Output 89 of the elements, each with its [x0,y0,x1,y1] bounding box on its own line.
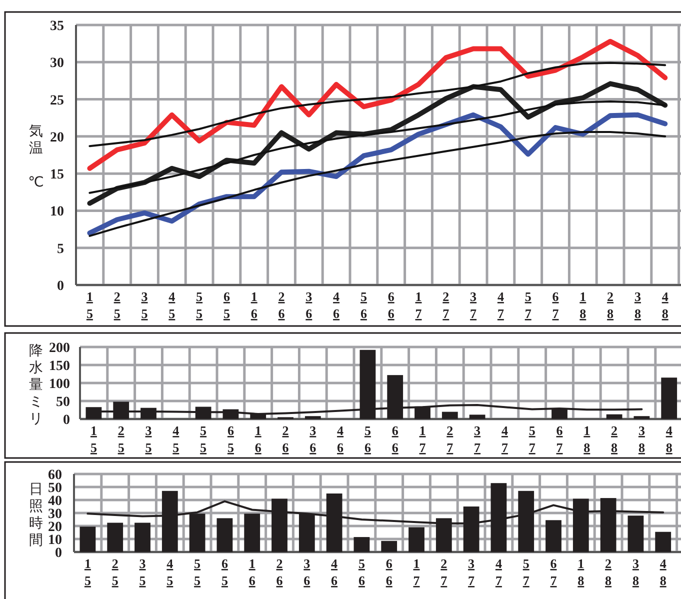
x-tick-label: 2 8 [607,289,614,321]
x-tick-label: 6 6 [392,423,399,455]
x-tick-label: 1 8 [584,423,591,455]
y-tick-label: 10 [50,204,64,220]
x-tick-label: 5 7 [524,289,532,321]
x-tick-label: 3 6 [310,423,317,455]
x-tick-label: 6 6 [386,556,393,588]
y-tick-label: 10 [48,533,62,548]
x-tick-label: 4 6 [331,556,338,588]
x-tick-label: 2 7 [440,556,448,588]
x-tick-label: 6 5 [223,289,230,321]
x-tick-label: 2 7 [446,423,454,455]
x-tick-label: 5 5 [200,423,208,455]
y-tick-label: 20 [48,520,62,535]
x-tick-label: 1 5 [86,289,94,321]
x-tick-label: 6 5 [227,423,234,455]
y-tick-label: 150 [49,359,70,374]
x-tick-label: 1 7 [413,556,420,588]
x-tick-label: 6 7 [550,556,558,588]
x-tick-label: 6 7 [556,423,564,455]
x-tick-label: 4 5 [168,289,176,321]
x-tick-label: 4 8 [662,289,669,321]
y-tick-label: 25 [50,93,64,108]
x-tick-label: 4 7 [501,423,508,455]
x-tick-label: 4 6 [337,423,344,455]
y-tick-label: 0 [55,546,62,561]
x-tick-label: 3 5 [139,556,146,588]
x-tick-label: 3 8 [638,423,646,455]
y-tick-label: 15 [50,168,64,183]
x-tick-label: 4 6 [333,289,340,321]
y-tick-label: 60 [48,468,62,483]
y-tick-label: 5 [57,242,64,257]
x-tick-label: 5 5 [196,289,204,321]
x-tick-label: 2 6 [276,556,284,588]
x-tick-label: 4 5 [172,423,180,455]
x-tick-label: 5 6 [360,289,368,321]
x-tick-label: 1 7 [419,423,426,455]
x-tick-label: 3 5 [145,423,152,455]
x-tick-label: 5 7 [522,556,530,588]
x-tick-label: 2 5 [118,423,125,455]
x-tick-label: 3 7 [468,556,476,588]
x-tick-label: 2 5 [112,556,119,588]
x-tick-label: 3 8 [634,289,642,321]
x-tick-label: 1 8 [578,556,585,588]
x-tick-label: 1 6 [248,556,256,588]
x-tick-label: 2 6 [282,423,290,455]
x-tick-label: 1 8 [580,289,587,321]
x-tick-label: 2 8 [605,556,612,588]
y-tick-label: 0 [63,413,70,428]
y-tick-label: 35 [50,19,64,34]
x-tick-label: 3 6 [304,556,311,588]
y-axis-title: 日照時間 [29,482,43,548]
text: 気温 ℃ [28,124,44,190]
x-tick-label: 4 7 [497,289,504,321]
x-tick-label: 3 5 [141,289,148,321]
x-tick-label: 4 8 [660,556,667,588]
x-tick-label: 5 6 [358,556,366,588]
x-tick-label: 2 5 [114,289,121,321]
x-tick-label: 6 7 [552,289,560,321]
x-tick-label: 1 7 [415,289,422,321]
x-tick-label: 3 8 [632,556,640,588]
y-tick-label: 100 [49,377,70,392]
x-tick-label: 1 5 [84,556,92,588]
x-tick-label: 2 7 [442,289,450,321]
x-tick-label: 6 6 [388,289,395,321]
y-tick-label: 40 [48,494,62,509]
x-tick-label: 3 6 [306,289,313,321]
y-tick-label: 30 [50,56,64,72]
x-tick-label: 1 6 [254,423,262,455]
x-tick-label: 4 8 [666,423,673,455]
x-tick-label: 3 7 [474,423,482,455]
y-axis-title: 降水量ミリ [29,343,43,427]
x-tick-label: 2 8 [611,423,618,455]
y-tick-label: 20 [50,130,64,146]
y-tick-label: 30 [48,507,62,522]
x-tick-label: 6 5 [221,556,228,588]
x-tick-label: 1 5 [90,423,98,455]
y-tick-label: 0 [57,279,64,294]
x-tick-label: 4 5 [166,556,174,588]
x-tick-label: 2 6 [278,289,286,321]
y-tick-label: 50 [56,395,70,410]
x-tick-label: 4 7 [495,556,502,588]
x-tick-label: 5 6 [364,423,372,455]
x-tick-label: 5 7 [528,423,536,455]
x-tick-label: 1 6 [250,289,258,321]
y-tick-label: 200 [49,341,70,356]
x-tick-label: 3 7 [470,289,478,321]
x-tick-label: 5 5 [194,556,202,588]
y-tick-label: 50 [48,481,62,496]
